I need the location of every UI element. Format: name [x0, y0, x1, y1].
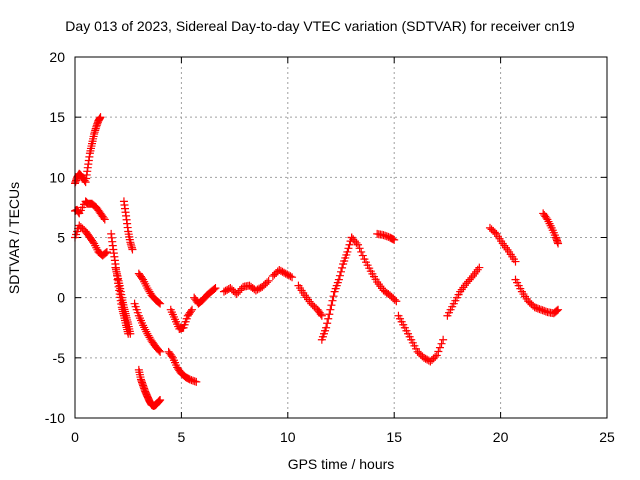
x-axis-label: GPS time / hours — [287, 456, 395, 472]
data-point — [357, 247, 366, 256]
grid-lines — [75, 57, 607, 418]
data-point — [344, 244, 353, 253]
data-point — [327, 301, 336, 310]
data-point — [390, 295, 399, 304]
data-point — [96, 113, 105, 122]
data-point — [354, 240, 363, 249]
data-point — [554, 305, 563, 314]
data-point — [126, 329, 135, 338]
data-point — [210, 284, 219, 293]
data-point — [343, 247, 352, 256]
data-point — [316, 310, 325, 319]
data-point — [392, 297, 401, 306]
data-point — [432, 351, 441, 360]
x-tick-label: 25 — [599, 429, 615, 445]
x-tick-label: 0 — [71, 429, 79, 445]
data-point — [99, 213, 108, 222]
data-point — [329, 292, 338, 301]
data-point — [102, 247, 111, 256]
data-point — [335, 271, 344, 280]
data-point — [286, 272, 295, 281]
data-point — [338, 263, 347, 272]
y-tick-label: 15 — [49, 109, 65, 125]
data-point — [325, 310, 334, 319]
x-tick-label: 20 — [493, 429, 509, 445]
data-point — [324, 314, 333, 323]
data-point — [334, 275, 343, 284]
tick-labels: 0 5 10 15 20 25 -10 -5 0 5 10 15 20 — [45, 49, 615, 445]
data-point — [326, 305, 335, 314]
data-point — [156, 347, 165, 356]
data-point — [186, 307, 195, 316]
plot-frame — [74, 56, 608, 419]
data-point — [263, 278, 272, 287]
data-point — [554, 239, 563, 248]
data-point — [188, 305, 197, 314]
x-tick-label: 5 — [178, 429, 186, 445]
data-point — [155, 298, 164, 307]
data-point — [155, 346, 164, 355]
data-point — [323, 319, 332, 328]
data-point — [552, 306, 561, 315]
data-point — [389, 235, 398, 244]
x-tick-label: 15 — [386, 429, 402, 445]
data-point — [156, 299, 165, 308]
data-point — [190, 377, 199, 386]
data-point — [434, 347, 443, 356]
y-tick-label: 0 — [57, 290, 65, 306]
data-point — [355, 244, 364, 253]
data-point — [100, 215, 109, 224]
data-point — [192, 377, 201, 386]
x-tick-label: 10 — [280, 429, 296, 445]
data-point — [511, 257, 520, 266]
data-point — [439, 335, 448, 344]
y-tick-label: 20 — [49, 49, 65, 65]
y-tick-label: -5 — [53, 350, 66, 366]
data-point — [435, 343, 444, 352]
data-point — [156, 395, 165, 404]
y-tick-label: 5 — [57, 230, 65, 246]
data-point — [337, 267, 345, 276]
data-point — [358, 251, 367, 260]
data-point — [551, 307, 560, 316]
data-point — [264, 276, 273, 285]
data-point — [328, 296, 337, 305]
data-point — [288, 273, 297, 282]
data-point — [322, 323, 331, 332]
y-tick-label: -10 — [45, 410, 65, 426]
data-point — [345, 240, 354, 249]
data-point — [211, 284, 220, 293]
data-point — [431, 352, 440, 361]
data-point — [101, 248, 110, 257]
data-point — [437, 339, 446, 348]
data-point — [475, 263, 484, 272]
data-point — [352, 238, 361, 247]
chart-title: Day 013 of 2023, Sidereal Day-to-day VTE… — [65, 18, 575, 34]
y-tick-label: 10 — [49, 169, 65, 185]
data-points — [71, 113, 563, 410]
data-point — [317, 311, 326, 320]
data-point — [390, 235, 399, 244]
data-point — [128, 245, 137, 254]
